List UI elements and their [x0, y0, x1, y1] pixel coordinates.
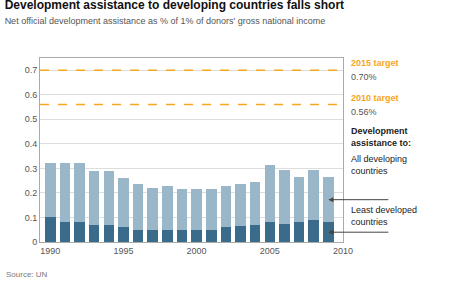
svg-text:0.3: 0.3	[25, 164, 38, 174]
svg-text:0.5: 0.5	[25, 114, 38, 124]
svg-text:0.7: 0.7	[25, 65, 38, 75]
svg-text:0.2: 0.2	[25, 188, 38, 198]
svg-text:0.6: 0.6	[25, 90, 38, 100]
svg-text:2000: 2000	[187, 246, 207, 256]
svg-text:0.56%: 0.56%	[351, 107, 377, 117]
svg-text:Least developedcountries: Least developedcountries	[351, 205, 417, 227]
svg-text:Source: UN: Source: UN	[6, 270, 48, 279]
svg-text:Developmentassistance to:: Developmentassistance to:	[351, 126, 411, 148]
svg-text:Development assistance to deve: Development assistance to developing cou…	[5, 0, 344, 26]
svg-text:2015 target: 2015 target	[351, 58, 399, 68]
svg-text:2010 target: 2010 target	[351, 93, 399, 103]
svg-text:All developingcountries: All developingcountries	[351, 154, 407, 176]
svg-text:0.1: 0.1	[25, 213, 38, 223]
svg-text:2005: 2005	[260, 246, 280, 256]
svg-text:1995: 1995	[113, 246, 133, 256]
svg-text:1990: 1990	[40, 246, 60, 256]
svg-text:2010: 2010	[333, 246, 353, 256]
svg-text:0: 0	[32, 237, 37, 247]
svg-text:0.70%: 0.70%	[351, 72, 377, 82]
svg-text:0.4: 0.4	[25, 139, 38, 149]
